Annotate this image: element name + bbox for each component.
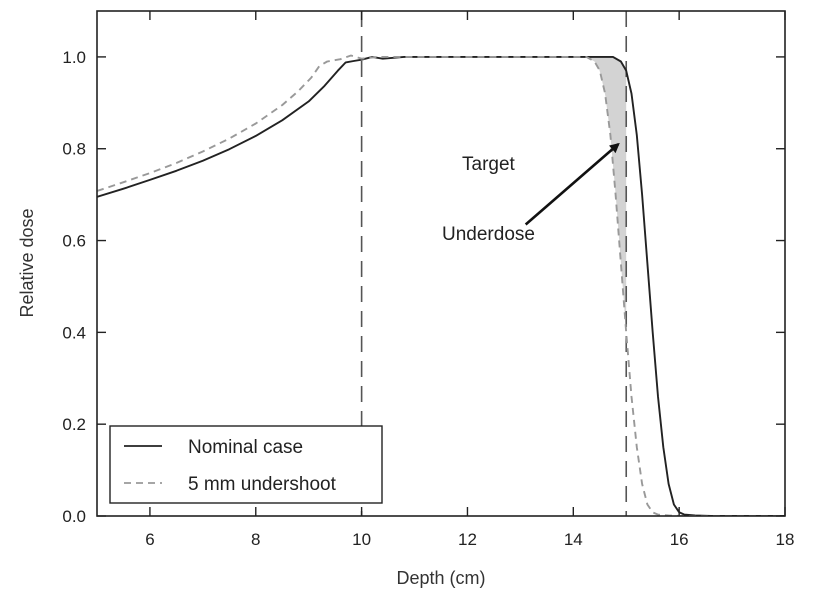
dose-curves (97, 54, 785, 516)
underdose-shaded-region (586, 56, 627, 333)
x-tick-label: 6 (145, 530, 154, 549)
underdose-area (586, 56, 627, 333)
annotation-underdose: Underdose (442, 224, 535, 245)
x-tick-label: 16 (670, 530, 689, 549)
y-tick-label: 0.0 (62, 507, 86, 526)
y-axis-title: Relative dose (17, 208, 37, 317)
underdose-arrow (524, 142, 620, 226)
x-tick-label: 8 (251, 530, 260, 549)
y-tick-label: 0.8 (62, 140, 86, 159)
x-tick-label: 10 (352, 530, 371, 549)
x-axis-ticks: 6 8 10 12 14 16 18 (145, 11, 794, 549)
legend-label-undershoot: 5 mm undershoot (188, 474, 337, 495)
y-tick-label: 0.4 (62, 323, 86, 342)
x-axis-title: Depth (cm) (396, 568, 485, 588)
x-tick-label: 12 (458, 530, 477, 549)
y-tick-label: 1.0 (62, 48, 86, 67)
x-tick-label: 18 (776, 530, 795, 549)
y-axis-ticks: 0.0 0.2 0.4 0.6 0.8 1.0 (62, 48, 785, 526)
legend-box (109, 425, 383, 504)
legend: Nominal case 5 mm undershoot (109, 425, 383, 504)
x-tick-label: 14 (564, 530, 583, 549)
y-tick-label: 0.2 (62, 415, 86, 434)
plot-frame (96, 10, 786, 517)
y-tick-label: 0.6 (62, 232, 86, 251)
annotation-target: Target (462, 154, 516, 175)
target-boundary-lines (360, 11, 628, 516)
legend-label-nominal: Nominal case (188, 437, 303, 458)
series-line-nominal (97, 55, 785, 516)
